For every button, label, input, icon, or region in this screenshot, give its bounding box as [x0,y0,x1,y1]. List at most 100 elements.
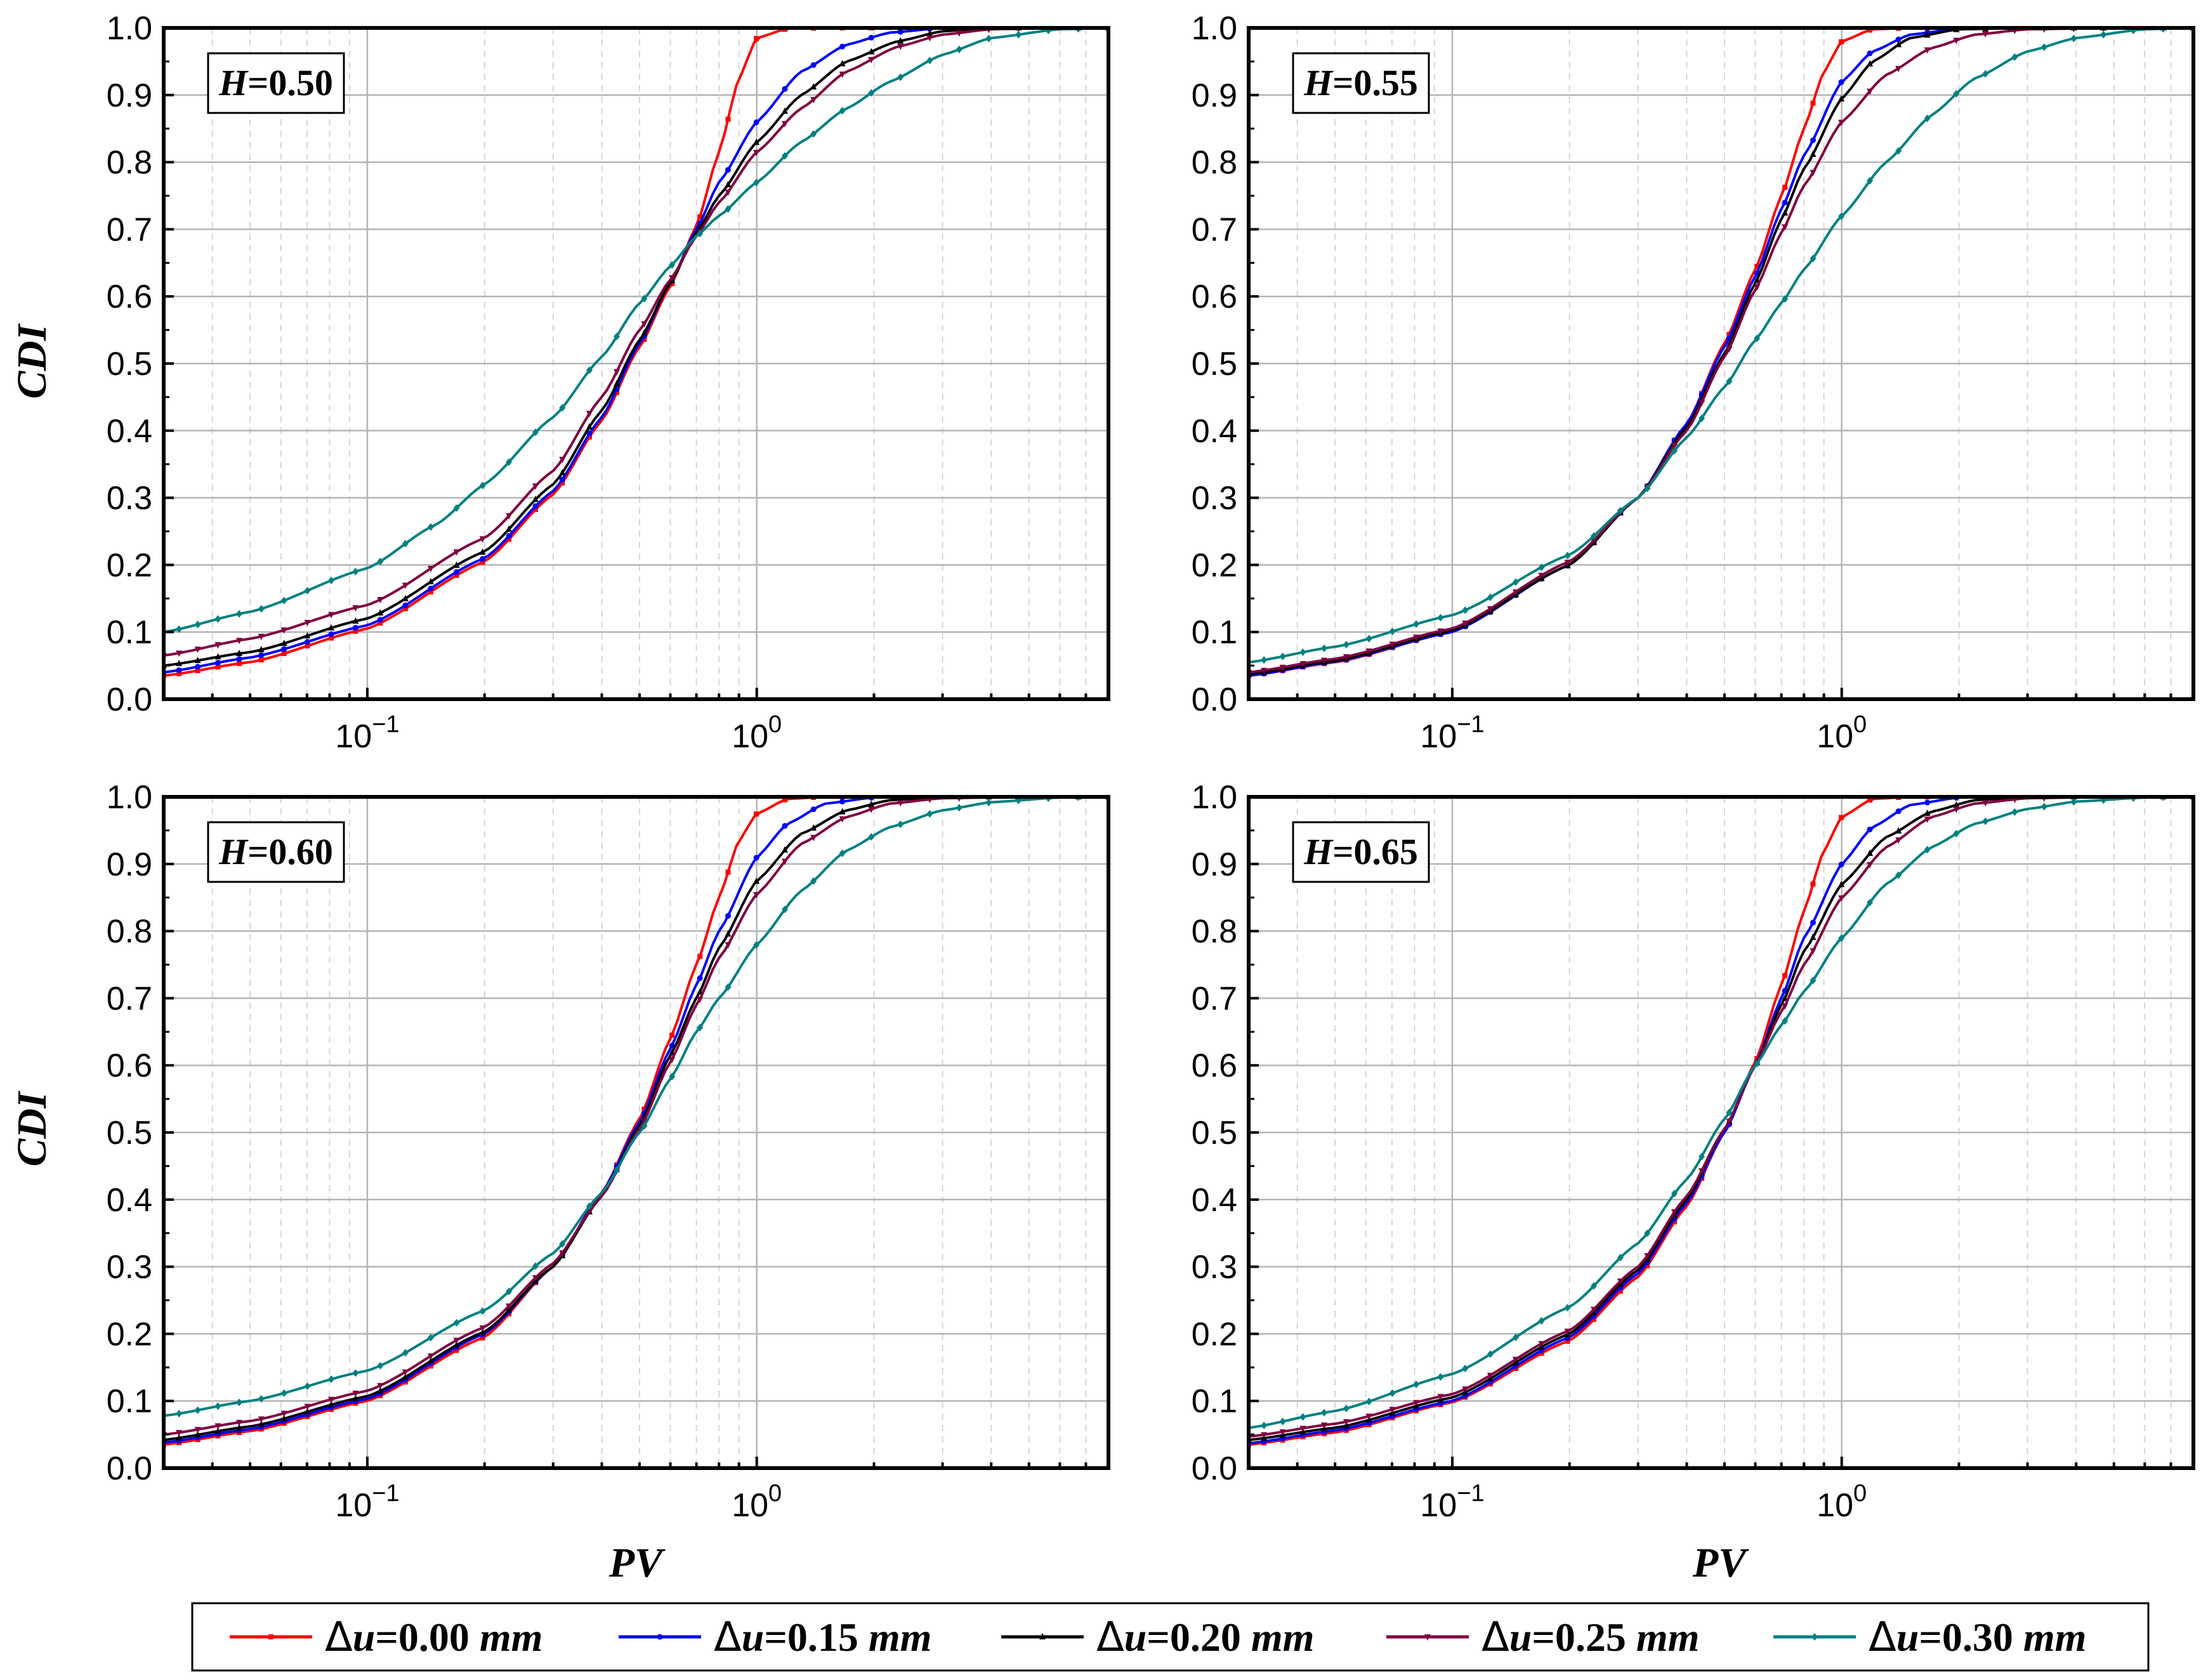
data-point [304,1382,311,1391]
data-point [1591,532,1598,540]
panel-label-frame [207,821,345,883]
series-line-2 [1249,797,2193,1445]
data-point [1895,65,1902,72]
data-point [1810,169,1817,176]
data-point [725,189,732,196]
data-point [1462,1365,1469,1373]
data-point [725,869,731,875]
data-point [1320,644,1327,652]
y-tick-label: 0.5 [107,346,152,383]
data-point [868,34,874,41]
data-point [1343,1404,1350,1412]
y-tick-label: 0.1 [1192,1383,1237,1420]
data-point [1838,95,1845,102]
data-point [782,797,787,803]
y-tick-label: 0.7 [1192,211,1237,248]
data-point [258,646,265,653]
legend-item-1: Δu=0.00 mm [230,1614,542,1661]
panel-label-value: =0.65 [1332,831,1418,872]
y-tick-label: 0.3 [107,480,152,517]
data-point [2040,803,2047,811]
data-point [427,523,434,531]
data-point [559,1240,566,1248]
data-point [1565,1339,1570,1344]
data-point [586,430,593,436]
legend-swatch-marker [1424,1634,1431,1641]
data-point [1726,332,1732,338]
data-point [1953,37,1960,44]
data-point [1591,1306,1598,1313]
data-point [641,1118,648,1125]
data-point [377,1387,384,1394]
data-point [868,800,875,807]
data-point [1564,1329,1571,1335]
y-tick-label: 0.5 [107,1115,152,1152]
data-point [1413,1400,1420,1407]
data-point [532,503,539,509]
y-tick-label: 0.0 [107,681,152,718]
chart-panel-1: 0.00.10.20.30.40.50.60.70.80.91.010−1 100… [107,10,1110,755]
data-point [725,181,732,188]
panel-label-frame [207,52,345,114]
data-point [1726,377,1733,385]
data-point [1320,657,1327,664]
chart-panel-4: 0.00.10.20.30.40.50.60.70.80.91.010−1 100… [1192,779,2195,1524]
panel-label: H=0.55 [1303,62,1418,103]
data-point [697,214,703,220]
data-point [506,1303,513,1310]
data-point [329,635,334,641]
panel-label: H=0.60 [218,831,333,872]
data-point [258,652,265,659]
x-tick-label: 100 [1817,1480,1867,1524]
data-point [427,1357,434,1364]
data-point [235,1398,242,1407]
series-line-3 [164,797,1108,1441]
x-tick-base: 10 [732,1487,768,1524]
data-point [1413,620,1420,628]
data-point [1644,1229,1651,1237]
data-point [352,1395,359,1401]
data-point [781,107,788,114]
legend-delta: Δ [1869,1614,1896,1661]
x-tick-exponent: 0 [1853,1480,1867,1507]
data-point [377,1362,384,1370]
data-point [1810,100,1816,106]
data-point [697,230,704,238]
data-point [839,60,846,67]
data-point [352,617,359,624]
legend-unit: mm [480,1615,543,1660]
data-point [697,954,703,959]
data-point [1487,606,1494,613]
data-point [839,798,846,804]
legend: Δu=0.00 mm Δu=0.15 mm Δu=0.20 mm Δu=0.25 mm… [191,1602,2150,1672]
data-point [753,855,759,861]
data-point [176,1434,183,1441]
data-point [1617,1278,1624,1285]
data-point [427,578,434,585]
y-tick-label: 0.6 [107,1047,152,1084]
legend-item-5: Δu=0.30 mm [1773,1614,2086,1661]
x-tick-exponent: −1 [1457,1480,1484,1507]
data-point [402,1369,409,1376]
y-tick-label: 1.0 [107,10,152,47]
legend-variable: u [1509,1615,1532,1660]
y-tick-label: 0.8 [107,914,152,950]
panel-label: H=0.50 [218,62,333,103]
panel-label-frame [1292,821,1430,883]
data-point [1320,1422,1327,1429]
legend-swatch-marker [1039,1633,1046,1639]
data-point [1895,147,1902,155]
data-point [641,1122,648,1130]
data-point [281,651,287,657]
y-tick-label: 0.7 [107,980,152,1017]
data-point [1462,620,1469,627]
data-point [1617,1254,1624,1262]
data-point [214,1427,221,1434]
data-point [1895,827,1902,834]
data-point [1671,443,1678,450]
y-tick-label: 0.2 [107,1316,152,1353]
data-point [1754,263,1760,269]
panel-label-box: H=0.50 [207,52,345,114]
panel-label-box: H=0.55 [1292,52,1430,114]
data-point [532,495,539,502]
